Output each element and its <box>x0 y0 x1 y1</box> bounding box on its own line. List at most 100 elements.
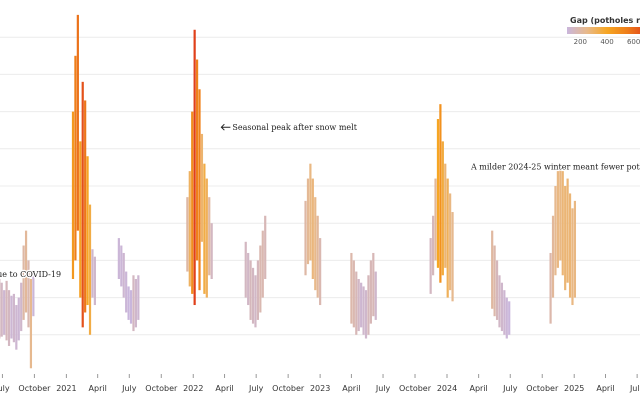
range-bar <box>431 215 435 276</box>
range-bar <box>551 215 555 298</box>
range-bar <box>134 279 138 328</box>
grid-lines <box>0 36 640 336</box>
range-bar <box>441 141 444 276</box>
range-bar <box>208 197 211 276</box>
range-bar <box>451 212 454 302</box>
range-bar <box>568 193 572 298</box>
range-bar <box>5 280 8 341</box>
range-bar <box>493 245 496 317</box>
annotation-text: Seasonal peak after snow melt <box>232 123 357 132</box>
x-tick-label: April <box>215 384 233 393</box>
range-bar <box>198 89 201 291</box>
range-bar <box>374 271 377 320</box>
range-bar <box>76 14 79 231</box>
annotation: Seasonal peak after snow melt <box>220 122 359 133</box>
x-tick-label: October <box>145 384 178 393</box>
range-bar <box>17 297 20 341</box>
range-bar <box>7 290 11 346</box>
x-tick-label: October <box>272 384 305 393</box>
x-tick-label: 2024 <box>437 384 457 393</box>
range-bar <box>449 193 452 291</box>
x-tick-label: April <box>469 384 487 393</box>
range-bar <box>0 282 3 337</box>
range-bar <box>20 282 23 332</box>
range-bar <box>311 178 314 279</box>
x-tick-label: October <box>18 384 51 393</box>
range-bar <box>84 100 87 313</box>
range-bar <box>74 55 77 261</box>
range-bar <box>436 119 440 268</box>
x-tick-label: 2022 <box>183 384 203 393</box>
range-bar <box>503 290 506 335</box>
x-tick-label: July <box>121 384 137 393</box>
range-bar <box>117 238 120 279</box>
range-bar <box>439 104 442 283</box>
range-bar <box>491 230 494 309</box>
range-bar <box>24 230 28 313</box>
range-bar <box>12 293 15 343</box>
range-bar <box>367 275 370 335</box>
range-bar <box>573 200 577 298</box>
range-bar <box>186 197 189 272</box>
range-bar <box>15 305 18 350</box>
x-tick-label: July <box>0 384 10 393</box>
range-bar <box>319 238 322 306</box>
range-bar <box>93 256 96 306</box>
range-bar <box>571 208 574 306</box>
range-bar <box>304 200 307 276</box>
x-tick-label: October <box>526 384 559 393</box>
x-tick-label: July <box>502 384 518 393</box>
range-bar <box>500 282 504 332</box>
annotation: due to COVID-19 <box>0 269 62 281</box>
range-bar <box>372 252 375 317</box>
range-bar <box>446 178 449 298</box>
range-bar <box>444 163 447 268</box>
range-bar <box>566 178 569 283</box>
x-axis: July October 2021 April July October 2022 April… <box>0 374 640 393</box>
range-bar <box>309 163 312 261</box>
range-bar <box>498 275 501 328</box>
range-bar <box>129 290 133 324</box>
x-tick-label: April <box>342 384 360 393</box>
range-bar <box>364 290 368 339</box>
range-bar <box>249 260 252 320</box>
legend-tick-label: 400 <box>600 38 613 46</box>
range-bar <box>247 252 250 306</box>
range-bar <box>350 252 353 324</box>
range-bar <box>205 178 208 298</box>
x-tick-label: April <box>596 384 614 393</box>
x-tick-label: 2023 <box>310 384 330 393</box>
range-bar <box>559 163 562 261</box>
range-bar <box>264 215 267 279</box>
range-bar <box>127 286 130 320</box>
range-bar <box>561 171 564 276</box>
x-tick-label: July <box>375 384 391 393</box>
x-tick-label: 2021 <box>56 384 76 393</box>
x-tick-label: April <box>89 384 107 393</box>
range-bar <box>32 275 35 317</box>
range-bar <box>91 249 94 298</box>
range-bar <box>3 290 6 335</box>
range-bar <box>86 156 89 306</box>
range-bar <box>259 245 262 313</box>
range-bar <box>188 171 191 287</box>
range-bar <box>10 295 13 339</box>
legend: Gap (potholes reported) 200 400 600 <box>567 16 640 46</box>
x-tick-label: October <box>399 384 432 393</box>
range-bar <box>203 163 206 294</box>
range-bar <box>362 286 365 335</box>
range-bar <box>27 260 30 328</box>
legend-ticks: 200 400 600 <box>574 38 640 46</box>
range-bar <box>193 29 196 306</box>
bars <box>0 14 577 369</box>
range-bar <box>355 271 358 335</box>
range-bar <box>122 252 125 298</box>
x-tick-label: 2025 <box>564 384 584 393</box>
range-bar <box>508 301 511 335</box>
range-bar <box>314 197 317 291</box>
range-bar <box>125 271 128 313</box>
range-bar <box>132 275 135 332</box>
range-bar <box>352 260 355 328</box>
annotation: A milder 2024-25 winter meant fewer poth… <box>469 161 640 173</box>
range-bar <box>137 275 140 320</box>
